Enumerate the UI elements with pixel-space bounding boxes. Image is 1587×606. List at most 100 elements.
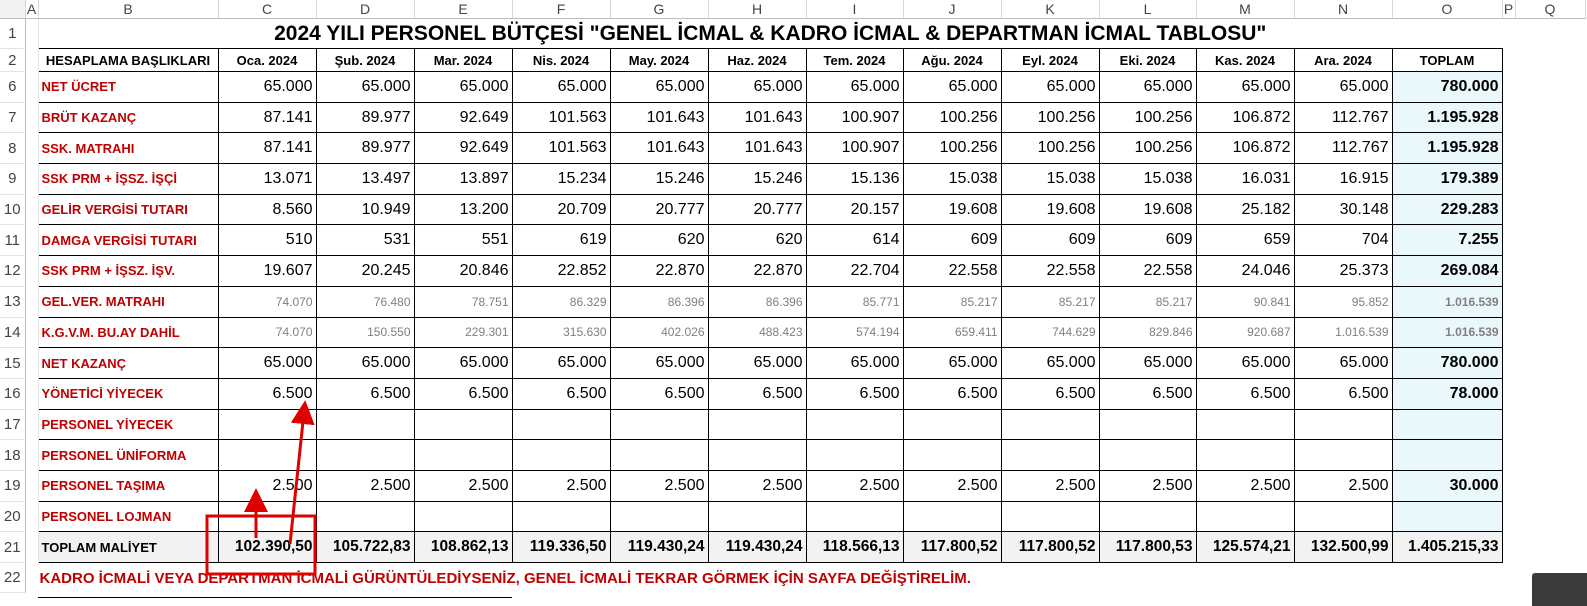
data-cell[interactable]: 13.071 bbox=[217, 163, 317, 195]
total-cell[interactable] bbox=[1391, 500, 1503, 533]
data-cell[interactable]: 6.500 bbox=[609, 377, 709, 410]
row-header[interactable]: 22 bbox=[0, 562, 26, 594]
data-cell[interactable] bbox=[413, 408, 513, 441]
data-cell[interactable]: 65.000 bbox=[511, 347, 611, 379]
data-cell[interactable]: 90.841 bbox=[1195, 285, 1295, 318]
data-cell[interactable]: 15.246 bbox=[707, 163, 807, 195]
data-cell[interactable]: 510 bbox=[217, 224, 317, 257]
data-cell[interactable]: 22.558 bbox=[1000, 255, 1100, 287]
row-header[interactable]: 21 bbox=[0, 531, 26, 564]
data-cell[interactable]: 659.411 bbox=[902, 316, 1002, 349]
data-cell[interactable]: 65.000 bbox=[805, 71, 904, 103]
column-header-N[interactable]: N bbox=[1294, 0, 1393, 19]
data-cell[interactable]: 2.500 bbox=[1000, 469, 1100, 502]
data-cell[interactable]: 22.870 bbox=[707, 255, 807, 287]
total-header[interactable]: TOPLAM bbox=[1391, 48, 1503, 72]
data-cell[interactable] bbox=[413, 500, 513, 533]
data-cell[interactable] bbox=[1195, 500, 1295, 533]
column-header-E[interactable]: E bbox=[414, 0, 513, 19]
data-cell[interactable]: 65.000 bbox=[1098, 347, 1197, 379]
data-cell[interactable]: 74.070 bbox=[217, 316, 317, 349]
data-cell[interactable]: 65.000 bbox=[609, 71, 709, 103]
month-header[interactable]: Nis. 2024 bbox=[511, 48, 611, 72]
data-cell[interactable]: 85.217 bbox=[1000, 285, 1100, 318]
row-header[interactable]: 16 bbox=[0, 378, 26, 410]
total-cell[interactable]: 1.195.928 bbox=[1391, 132, 1503, 165]
data-cell[interactable]: 65.000 bbox=[1195, 347, 1295, 379]
data-cell[interactable]: 2.500 bbox=[511, 469, 611, 502]
data-cell[interactable]: 101.643 bbox=[707, 101, 807, 134]
data-cell[interactable] bbox=[609, 439, 709, 471]
row-label[interactable]: PERSONEL ÜNİFORMA bbox=[37, 439, 219, 471]
row-header[interactable]: 12 bbox=[0, 255, 26, 287]
data-cell[interactable]: 19.608 bbox=[1098, 193, 1197, 226]
data-cell[interactable]: 100.256 bbox=[1098, 101, 1197, 134]
data-cell[interactable]: 2.500 bbox=[413, 469, 513, 502]
row-header[interactable]: 19 bbox=[0, 470, 26, 502]
data-cell[interactable]: 100.256 bbox=[1098, 132, 1197, 165]
data-cell[interactable]: 87.141 bbox=[217, 101, 317, 134]
data-cell[interactable]: 15.038 bbox=[1098, 163, 1197, 195]
data-cell[interactable]: 488.423 bbox=[707, 316, 807, 349]
data-cell[interactable]: 92.649 bbox=[413, 101, 513, 134]
data-cell[interactable]: 86.396 bbox=[609, 285, 709, 318]
data-cell[interactable]: 100.256 bbox=[1000, 132, 1100, 165]
data-cell[interactable]: 2.500 bbox=[707, 469, 807, 502]
data-cell[interactable]: 2.500 bbox=[609, 469, 709, 502]
row-header[interactable]: 11 bbox=[0, 224, 26, 257]
data-cell[interactable]: 100.256 bbox=[902, 132, 1002, 165]
data-cell[interactable]: 15.136 bbox=[805, 163, 904, 195]
data-cell[interactable]: 6.500 bbox=[413, 377, 513, 410]
data-cell[interactable]: 101.643 bbox=[609, 132, 709, 165]
data-cell[interactable]: 6.500 bbox=[217, 377, 317, 410]
data-cell[interactable] bbox=[902, 439, 1002, 471]
data-cell[interactable]: 86.329 bbox=[511, 285, 611, 318]
total-cell[interactable] bbox=[1391, 408, 1503, 441]
column-header-A[interactable]: A bbox=[25, 0, 39, 19]
data-cell[interactable]: 1.016.539 bbox=[1293, 316, 1393, 349]
data-cell[interactable]: 89.977 bbox=[315, 101, 415, 134]
data-cell[interactable]: 6.500 bbox=[1293, 377, 1393, 410]
data-cell[interactable] bbox=[1000, 500, 1100, 533]
data-cell[interactable]: 78.751 bbox=[413, 285, 513, 318]
data-cell[interactable]: 19.608 bbox=[902, 193, 1002, 226]
data-cell[interactable] bbox=[1098, 500, 1197, 533]
data-cell[interactable]: 609 bbox=[1098, 224, 1197, 257]
data-cell[interactable] bbox=[902, 408, 1002, 441]
data-cell[interactable]: 65.000 bbox=[902, 347, 1002, 379]
data-cell[interactable]: 2.500 bbox=[902, 469, 1002, 502]
row-header[interactable]: 8 bbox=[0, 132, 26, 165]
data-cell[interactable]: 16.031 bbox=[1195, 163, 1295, 195]
column-header-J[interactable]: J bbox=[903, 0, 1002, 19]
data-cell[interactable]: 65.000 bbox=[315, 347, 415, 379]
total-row-cell[interactable]: 118.566,13 bbox=[805, 531, 904, 564]
data-cell[interactable]: 13.200 bbox=[413, 193, 513, 226]
data-cell[interactable]: 65.000 bbox=[413, 71, 513, 103]
month-header[interactable]: Haz. 2024 bbox=[707, 48, 807, 72]
total-cell[interactable]: 229.283 bbox=[1391, 193, 1503, 226]
data-cell[interactable] bbox=[1293, 500, 1393, 533]
row-label[interactable]: GELİR VERGİSİ TUTARI bbox=[37, 193, 219, 226]
total-row-cell[interactable]: 108.862,13 bbox=[413, 531, 513, 564]
total-row-cell[interactable]: 117.800,52 bbox=[902, 531, 1002, 564]
data-cell[interactable]: 65.000 bbox=[707, 71, 807, 103]
data-cell[interactable]: 100.907 bbox=[805, 101, 904, 134]
column-header-I[interactable]: I bbox=[806, 0, 904, 19]
data-cell[interactable]: 315.630 bbox=[511, 316, 611, 349]
data-cell[interactable] bbox=[1098, 408, 1197, 441]
data-cell[interactable]: 25.182 bbox=[1195, 193, 1295, 226]
row-header[interactable]: 18 bbox=[0, 439, 26, 471]
total-row-cell[interactable]: 105.722,83 bbox=[315, 531, 415, 564]
data-cell[interactable]: 100.907 bbox=[805, 132, 904, 165]
column-header-G[interactable]: G bbox=[610, 0, 709, 19]
data-cell[interactable]: 65.000 bbox=[707, 347, 807, 379]
total-cell[interactable]: 30.000 bbox=[1391, 469, 1503, 502]
row-label[interactable]: SSK. MATRAHI bbox=[37, 132, 219, 165]
data-cell[interactable]: 619 bbox=[511, 224, 611, 257]
data-cell[interactable] bbox=[1293, 439, 1393, 471]
row-label[interactable]: NET ÜCRET bbox=[37, 71, 219, 103]
data-cell[interactable]: 15.234 bbox=[511, 163, 611, 195]
row-header[interactable]: 7 bbox=[0, 102, 26, 134]
data-cell[interactable]: 65.000 bbox=[511, 71, 611, 103]
month-header[interactable]: Ara. 2024 bbox=[1293, 48, 1393, 72]
